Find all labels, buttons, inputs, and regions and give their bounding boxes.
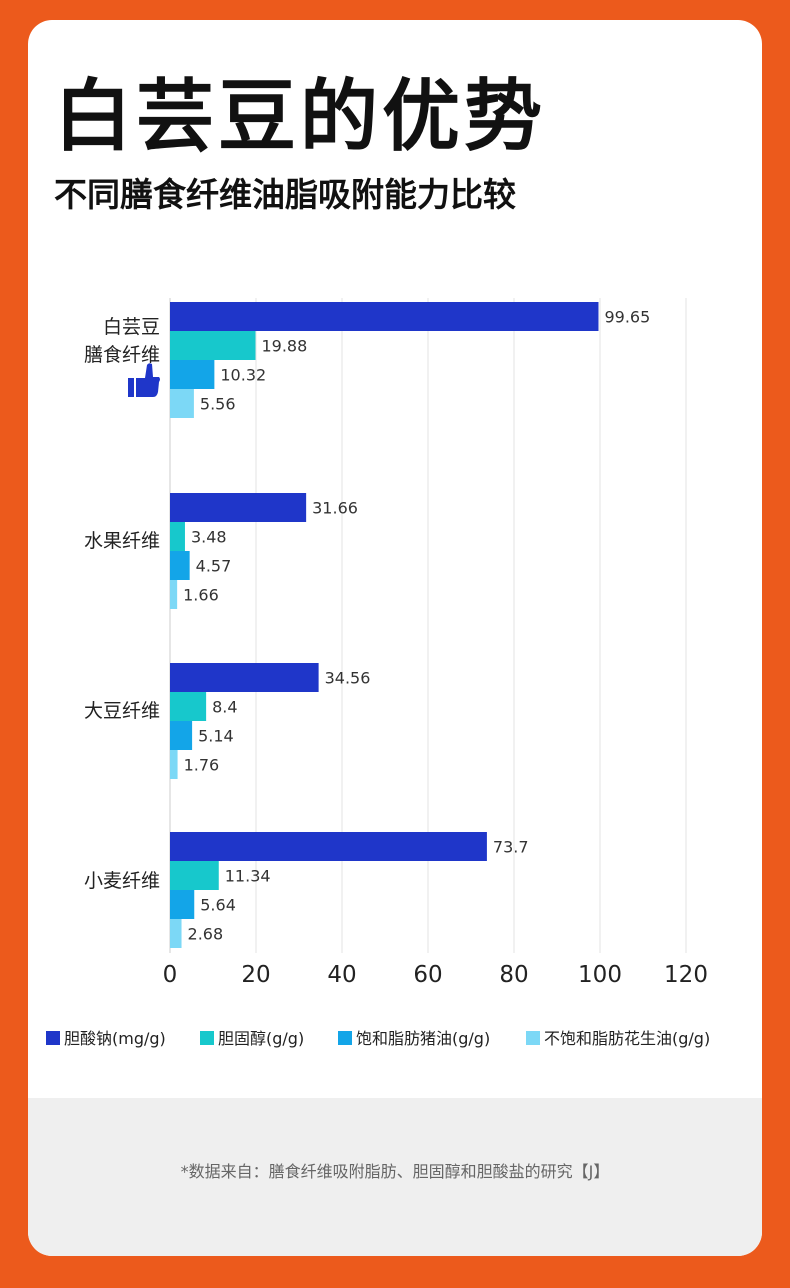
bar-value-label: 99.65 [604,308,650,327]
x-tick-label: 20 [241,962,270,988]
legend-swatch [338,1031,352,1045]
page-title: 白芸豆的优势 [54,72,547,162]
x-axis-ticks: 0 20 40 60 80 100 120 [163,962,708,988]
bar-value-label: 73.7 [493,838,529,857]
category-label: 大豆纤维 [84,700,160,722]
bar-value-label: 31.66 [312,499,358,518]
bar-value-label: 34.56 [325,669,371,688]
x-tick-label: 120 [664,962,708,988]
legend-label: 胆固醇(g/g) [218,1029,304,1048]
bar [170,832,487,861]
bar-value-label: 19.88 [261,337,307,356]
bar-labels: 99.65 19.88 10.32 5.56 31.66 3.48 4.57 1.66 34.5… [183,308,650,944]
bar-value-label: 10.32 [220,366,266,385]
bar-value-label: 5.64 [200,896,236,915]
bar [170,551,190,580]
x-tick-label: 60 [413,962,442,988]
card: 白芸豆的优势 不同膳食纤维油脂吸附能力比较 99.65 19.88 10.32 5.5… [28,20,762,1256]
bar [170,663,319,692]
bar [170,302,599,331]
category-label: 小麦纤维 [84,870,160,892]
bar [170,389,194,418]
bar [170,861,219,890]
bar [170,580,178,609]
legend-swatch [200,1031,214,1045]
page-subtitle: 不同膳食纤维油脂吸附能力比较 [54,175,516,214]
legend-label: 饱和脂肪猪油(g/g) [356,1029,490,1048]
bar-value-label: 3.48 [191,528,227,547]
legend-label: 胆酸钠(mg/g) [64,1029,166,1048]
x-tick-label: 100 [578,962,622,988]
category-label: 膳食纤维 [84,344,160,366]
x-tick-label: 0 [163,962,178,988]
bar [170,360,215,389]
category-label: 白芸豆 [103,316,160,338]
bar-value-label: 1.76 [184,756,220,775]
legend: 胆酸钠(mg/g) 胆固醇(g/g) 饱和脂肪猪油(g/g) 不饱和脂肪花生油(g/g… [46,1029,710,1048]
legend-swatch [526,1031,540,1045]
bar [170,493,307,522]
legend-swatch [46,1031,60,1045]
x-tick-label: 40 [327,962,356,988]
bar-chart: 99.65 19.88 10.32 5.56 31.66 3.48 4.57 1.66 34.5… [46,298,710,1048]
bar-value-label: 4.57 [196,557,232,576]
x-tick-label: 80 [499,962,528,988]
source-note: *数据来自：膳食纤维吸附脂肪、胆固醇和胆酸盐的研究【J】 [180,1162,610,1181]
bar [170,890,195,919]
bar [170,721,193,750]
bar-value-label: 11.34 [225,867,271,886]
bar-value-label: 5.56 [200,395,236,414]
bar-value-label: 8.4 [212,698,237,717]
bar-value-label: 1.66 [183,586,219,605]
bar [170,750,178,779]
bar-value-label: 2.68 [188,925,224,944]
thumbs-up-icon [128,363,160,397]
bar [170,692,207,721]
footer: *数据来自：膳食纤维吸附脂肪、胆固醇和胆酸盐的研究【J】 [28,1098,762,1256]
bars [170,302,599,948]
bar [170,919,182,948]
bar [170,331,256,360]
legend-label: 不饱和脂肪花生油(g/g) [544,1029,710,1048]
category-label: 水果纤维 [84,530,160,552]
bar-value-label: 5.14 [198,727,234,746]
bar [170,522,185,551]
